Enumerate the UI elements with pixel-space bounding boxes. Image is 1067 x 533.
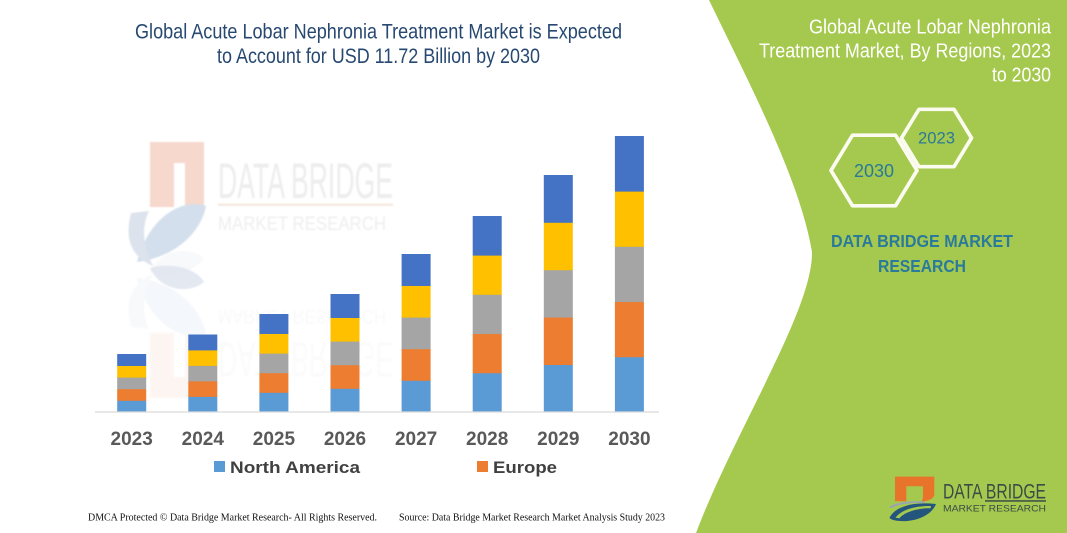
svg-text:Europe: Europe: [493, 458, 557, 477]
svg-text:2030: 2030: [608, 429, 650, 450]
svg-text:North America: North America: [230, 458, 361, 477]
svg-text:Global Acute Lobar Nephronia T: Global Acute Lobar Nephronia Treatment M…: [135, 21, 622, 44]
svg-text:MARKET RESEARCH: MARKET RESEARCH: [218, 214, 386, 235]
svg-text:Treatment Market, By Regions,: Treatment Market, By Regions, 2023: [759, 40, 1051, 63]
svg-text:2030: 2030: [854, 161, 894, 181]
svg-text:2026: 2026: [324, 429, 366, 450]
svg-text:Global Acute Lobar Nephronia: Global Acute Lobar Nephronia: [809, 16, 1052, 39]
svg-text:2023: 2023: [918, 129, 955, 148]
svg-text:DATA BRIDGE: DATA BRIDGE: [218, 153, 393, 209]
svg-text:DATA BRIDGE: DATA BRIDGE: [218, 331, 393, 387]
svg-text:DMCA Protected © Data Bridge M: DMCA Protected © Data Bridge Market Rese…: [88, 512, 377, 524]
svg-text:2027: 2027: [395, 429, 437, 450]
svg-text:to Account for USD 11.72 Billi: to Account for USD 11.72 Billion by 2030: [217, 45, 540, 68]
svg-text:DATA BRIDGE MARKET: DATA BRIDGE MARKET: [831, 231, 1013, 251]
svg-text:2024: 2024: [182, 429, 225, 450]
svg-text:2025: 2025: [253, 429, 296, 450]
svg-text:2029: 2029: [537, 429, 579, 450]
svg-text:MARKET RESEARCH: MARKET RESEARCH: [943, 504, 1046, 514]
svg-text:2028: 2028: [466, 429, 508, 450]
svg-text:DATA BRIDGE: DATA BRIDGE: [943, 480, 1046, 503]
svg-text:RESEARCH: RESEARCH: [878, 256, 966, 276]
svg-text:2023: 2023: [111, 429, 153, 450]
svg-text:to 2030: to 2030: [992, 64, 1051, 87]
svg-text:Source: Data Bridge Market Res: Source: Data Bridge Market Research Mark…: [399, 512, 665, 524]
